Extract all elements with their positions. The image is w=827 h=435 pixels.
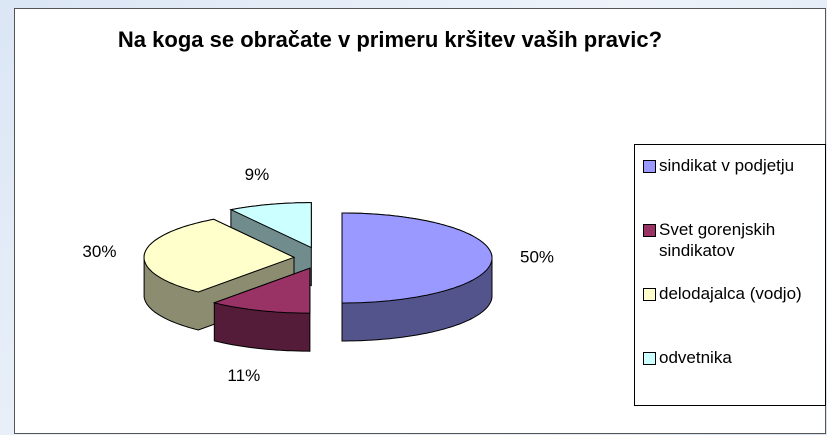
data-label: 30% [82,242,116,261]
slice [341,212,493,304]
data-label: 50% [520,247,554,266]
slice [212,267,311,314]
chart-title: Na koga se obračate v primeru kršitev va… [117,27,663,52]
data-label: 9% [245,165,270,184]
legend-swatch [643,288,656,301]
legend-item: delodajalca (vodjo) [643,283,827,304]
legend-label: sindikat v podjetju [659,156,795,175]
legend-item: Svet gorenjskih sindikatov [643,219,827,261]
legend: sindikat v podjetju Svet gorenjskih sindi… [634,144,826,406]
legend-item: sindikat v podjetju [643,155,827,176]
legend-label: delodajalca (vodjo) [659,284,802,303]
data-label: 11% [227,366,260,385]
legend-item: odvetnika [643,347,827,368]
slice [229,202,312,249]
legend-swatch [643,224,656,237]
legend-label: odvetnika [659,348,732,367]
legend-label: Svet gorenjskih sindikatov [659,220,776,260]
legend-swatch [643,352,656,365]
legend-swatch [643,160,656,173]
slice [143,218,296,293]
